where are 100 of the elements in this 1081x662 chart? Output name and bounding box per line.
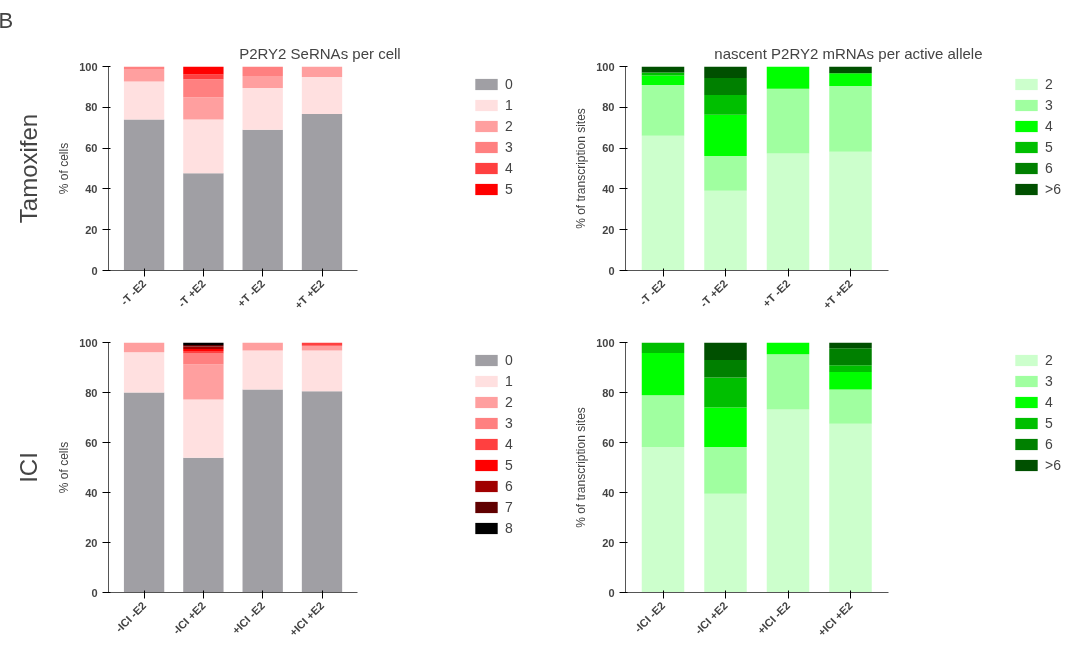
bar bbox=[704, 190, 747, 271]
text: ICI bbox=[15, 452, 42, 483]
legend-label: 1 bbox=[505, 97, 514, 113]
bar bbox=[704, 66, 747, 78]
bar bbox=[123, 342, 165, 353]
bar bbox=[641, 342, 685, 353]
bar bbox=[301, 391, 343, 593]
y-tick-label: 40 bbox=[602, 486, 615, 499]
legend-label: 4 bbox=[1045, 394, 1054, 410]
x-tick-label: -T +E2 bbox=[175, 277, 208, 310]
chart-title: nascent P2RY2 mRNAs per active allele bbox=[714, 44, 983, 62]
bar bbox=[183, 457, 224, 593]
x-tick-label: +T +E2 bbox=[820, 277, 855, 312]
bar bbox=[301, 345, 343, 351]
bar bbox=[301, 66, 343, 77]
bar bbox=[641, 135, 685, 271]
bar bbox=[301, 350, 343, 392]
legend-label: 6 bbox=[505, 478, 514, 494]
legend-label: 3 bbox=[505, 139, 514, 155]
bar bbox=[641, 85, 685, 136]
bar bbox=[704, 447, 747, 494]
legend-label: 1 bbox=[505, 373, 514, 389]
legend-label: 6 bbox=[1045, 436, 1054, 452]
y-tick-label: 80 bbox=[602, 386, 615, 399]
bar bbox=[123, 81, 165, 120]
y-tick-label: 20 bbox=[85, 223, 98, 236]
bar bbox=[641, 66, 685, 73]
bar bbox=[704, 156, 747, 191]
x-tick-label: -ICI +E2 bbox=[170, 599, 208, 637]
bar bbox=[829, 372, 872, 390]
legend-label: 5 bbox=[505, 181, 514, 197]
x-tick-label: -ICI -E2 bbox=[113, 599, 149, 635]
y-tick-label: 20 bbox=[85, 536, 98, 549]
bar bbox=[242, 129, 283, 271]
bar bbox=[183, 353, 224, 365]
bar bbox=[704, 77, 747, 96]
x-tick-label: +ICI -E2 bbox=[229, 599, 267, 637]
bar bbox=[829, 73, 872, 87]
bar bbox=[704, 377, 747, 408]
y-tick-label: 80 bbox=[85, 101, 98, 114]
y-tick-label: 40 bbox=[602, 182, 615, 195]
x-tick-label: -T +E2 bbox=[697, 277, 730, 310]
bar bbox=[242, 66, 283, 77]
bar bbox=[123, 352, 165, 393]
legend-label: 2 bbox=[505, 118, 514, 134]
legend-label: 5 bbox=[505, 457, 514, 473]
bar bbox=[704, 407, 747, 447]
bar bbox=[242, 389, 283, 593]
x-tick-label: -ICI -E2 bbox=[631, 599, 668, 635]
legend-label: 0 bbox=[505, 76, 514, 92]
y-tick-label: 60 bbox=[85, 436, 98, 449]
bar bbox=[766, 342, 810, 355]
bar bbox=[183, 399, 224, 458]
bar bbox=[766, 88, 810, 154]
y-tick-label: 0 bbox=[91, 264, 98, 277]
bar bbox=[766, 66, 810, 89]
bar bbox=[242, 76, 283, 88]
bar bbox=[704, 493, 747, 593]
y-tick-label: 20 bbox=[602, 223, 615, 236]
x-tick-label: +T +E2 bbox=[292, 277, 327, 312]
bar bbox=[183, 364, 224, 400]
y-axis-title: % of transcription sites bbox=[574, 407, 589, 528]
y-tick-label: 100 bbox=[79, 60, 98, 73]
bar bbox=[123, 392, 165, 593]
legend-label: 4 bbox=[1045, 118, 1054, 134]
legend-label: 8 bbox=[505, 520, 514, 536]
y-tick-label: 40 bbox=[85, 486, 98, 499]
bar bbox=[242, 350, 283, 390]
bar bbox=[704, 95, 747, 115]
bar bbox=[829, 365, 872, 372]
bar bbox=[704, 114, 747, 157]
bar bbox=[829, 348, 872, 366]
bar bbox=[641, 75, 685, 86]
y-tick-label: 0 bbox=[608, 586, 615, 599]
x-tick-label: -T -E2 bbox=[637, 277, 668, 308]
legend-label: 4 bbox=[505, 436, 514, 452]
x-tick-label: +ICI +E2 bbox=[287, 599, 327, 639]
bar bbox=[766, 354, 810, 410]
y-tick-label: 100 bbox=[596, 60, 615, 73]
legend-label: 2 bbox=[1045, 352, 1054, 368]
legend-label: 2 bbox=[505, 394, 514, 410]
legend-label: 3 bbox=[505, 415, 514, 431]
x-tick-label: +T -E2 bbox=[234, 277, 267, 310]
y-axis-title: % of cells bbox=[57, 142, 72, 195]
bar bbox=[301, 76, 343, 115]
legend-label: 2 bbox=[1045, 76, 1054, 92]
bar bbox=[183, 97, 224, 120]
y-axis-title: % of transcription sites bbox=[574, 108, 589, 229]
bar bbox=[183, 79, 224, 98]
y-tick-label: 0 bbox=[91, 586, 98, 599]
bar bbox=[829, 151, 872, 271]
bar bbox=[183, 119, 224, 174]
bar bbox=[704, 360, 747, 378]
y-tick-label: 20 bbox=[602, 536, 615, 549]
bar bbox=[242, 342, 283, 351]
bar bbox=[183, 74, 224, 80]
legend-label: 5 bbox=[1045, 139, 1054, 155]
x-tick-label: +ICI +E2 bbox=[815, 599, 855, 639]
y-tick-label: 0 bbox=[608, 264, 615, 277]
legend-label: 6 bbox=[1045, 160, 1054, 176]
